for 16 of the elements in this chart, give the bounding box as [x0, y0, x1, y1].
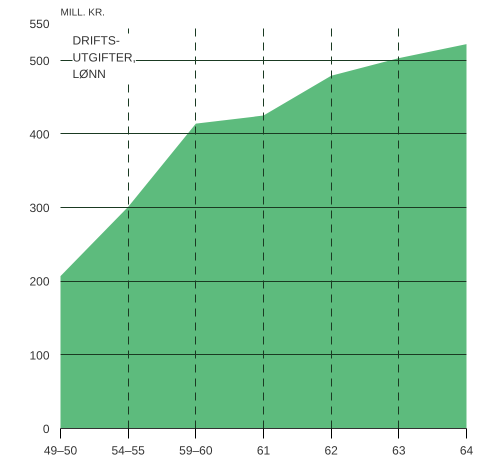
y-tick-label: 550 — [29, 17, 50, 31]
y-tick-label: 400 — [29, 127, 50, 142]
y-axis-title: MILL. KR. — [60, 8, 105, 18]
y-tick-label: 100 — [29, 348, 50, 362]
x-tick-label: 59–60 — [179, 444, 213, 458]
annotation: DRIFTS- UTGIFTER, LØNN — [72, 34, 136, 82]
x-tick-label: 64 — [460, 444, 474, 458]
x-tick-label: 54–55 — [111, 444, 146, 458]
x-tick-label: 49–50 — [44, 444, 78, 458]
x-tick-label: 62 — [324, 444, 338, 458]
y-tick-label: 0 — [42, 422, 50, 436]
y-tick-label: 200 — [29, 274, 50, 289]
y-tick-label: 500 — [29, 54, 50, 68]
x-tick-label: 63 — [392, 444, 406, 458]
y-tick-label: 300 — [29, 201, 50, 216]
x-tick-label: 61 — [256, 444, 270, 458]
